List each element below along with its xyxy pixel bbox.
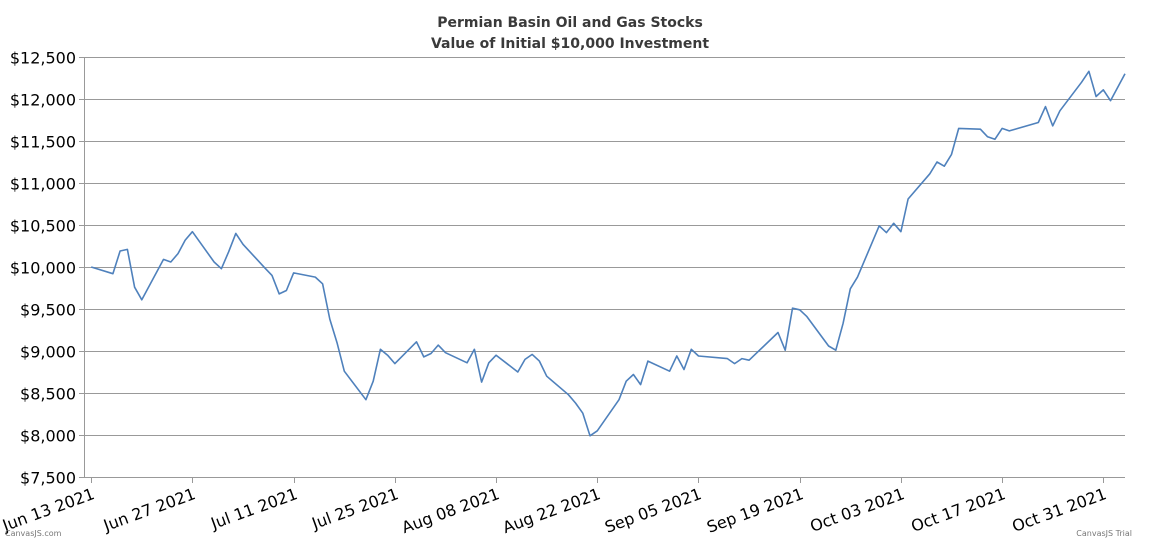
x-tick-label: Oct 17 2021 xyxy=(909,484,1008,536)
y-tick-label: $11,000 xyxy=(10,175,76,194)
axes xyxy=(84,57,1125,478)
x-axis-ticks: Jun 13 2021 Jun 27 2021 Jul 11 2021 Jul 25 … xyxy=(0,477,1109,537)
x-tick-label: Sep 19 2021 xyxy=(704,484,806,537)
credit-right: CanvasJS Trial xyxy=(1076,529,1132,538)
y-tick-label: $8,500 xyxy=(20,385,76,404)
x-tick-label: Jul 25 2021 xyxy=(308,484,401,533)
x-tick-label: Jun 27 2021 xyxy=(100,484,198,535)
series-layer xyxy=(90,70,1126,437)
credit-left[interactable]: CanvasJS.com xyxy=(5,529,62,538)
y-tick-label: $7,500 xyxy=(20,469,76,488)
x-tick-label: Aug 08 2021 xyxy=(399,484,502,537)
x-tick-label: Oct 03 2021 xyxy=(808,484,907,536)
x-tick-label: Jul 11 2021 xyxy=(207,484,300,533)
y-tick-label: $8,000 xyxy=(20,427,76,446)
y-tick-label: $12,000 xyxy=(10,91,76,110)
chart-title: Permian Basin Oil and Gas Stocks xyxy=(437,15,703,31)
y-tick-label: $9,500 xyxy=(20,301,76,320)
x-tick-label: Sep 05 2021 xyxy=(602,484,704,537)
y-tick-label: $12,500 xyxy=(10,49,76,68)
series-line xyxy=(90,70,1126,437)
x-tick-label: Aug 22 2021 xyxy=(500,484,603,537)
y-tick-label: $9,000 xyxy=(20,343,76,362)
y-axis-ticks: $12,500 $12,000 $11,500 $11,000 $10,500 $10,0… xyxy=(10,49,84,488)
chart-subtitle: Value of Initial $10,000 Investment xyxy=(431,36,709,52)
gridlines xyxy=(84,57,1125,478)
x-tick-label: Jun 13 2021 xyxy=(0,484,97,535)
y-tick-label: $10,500 xyxy=(10,217,76,236)
y-tick-label: $10,000 xyxy=(10,259,76,278)
y-tick-label: $11,500 xyxy=(10,133,76,152)
